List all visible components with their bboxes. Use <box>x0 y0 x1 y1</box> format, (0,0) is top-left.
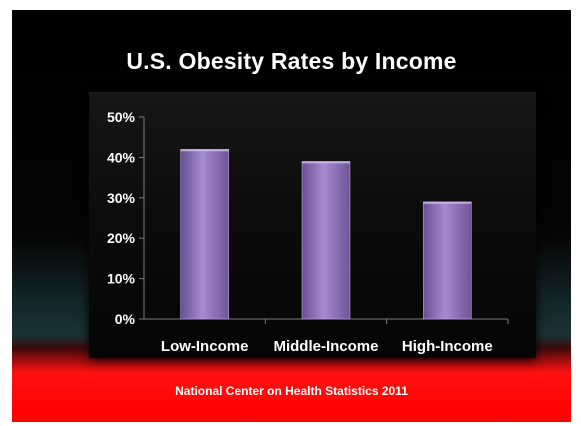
bar-low-income <box>180 149 229 320</box>
bar-highlight <box>302 161 350 164</box>
x-tick-label: High-Income <box>402 338 493 355</box>
bar-highlight <box>423 201 472 204</box>
bar-middle-income <box>301 161 351 320</box>
y-tick-label: 10% <box>107 271 136 287</box>
x-tick-label: Low-Income <box>161 338 249 355</box>
source-note: National Center on Health Statistics 201… <box>175 384 408 398</box>
chart-title: U.S. Obesity Rates by Income <box>126 48 457 74</box>
y-tick-label: 40% <box>107 149 136 165</box>
y-tick-label: 0% <box>115 311 136 327</box>
y-tick-label: 20% <box>107 230 136 246</box>
bar-high-income <box>423 201 472 320</box>
bar-highlight <box>180 149 229 152</box>
slide: U.S. Obesity Rates by Income 0% 10% 20% 30%… <box>12 10 571 422</box>
y-tick-label: 30% <box>107 190 136 206</box>
bar-chart: 0% 10% 20% 30% 40% 50% Low-Income Middle-Income… <box>107 109 509 355</box>
y-tick-label: 50% <box>107 109 136 125</box>
x-tick-label: Middle-Income <box>273 338 378 355</box>
